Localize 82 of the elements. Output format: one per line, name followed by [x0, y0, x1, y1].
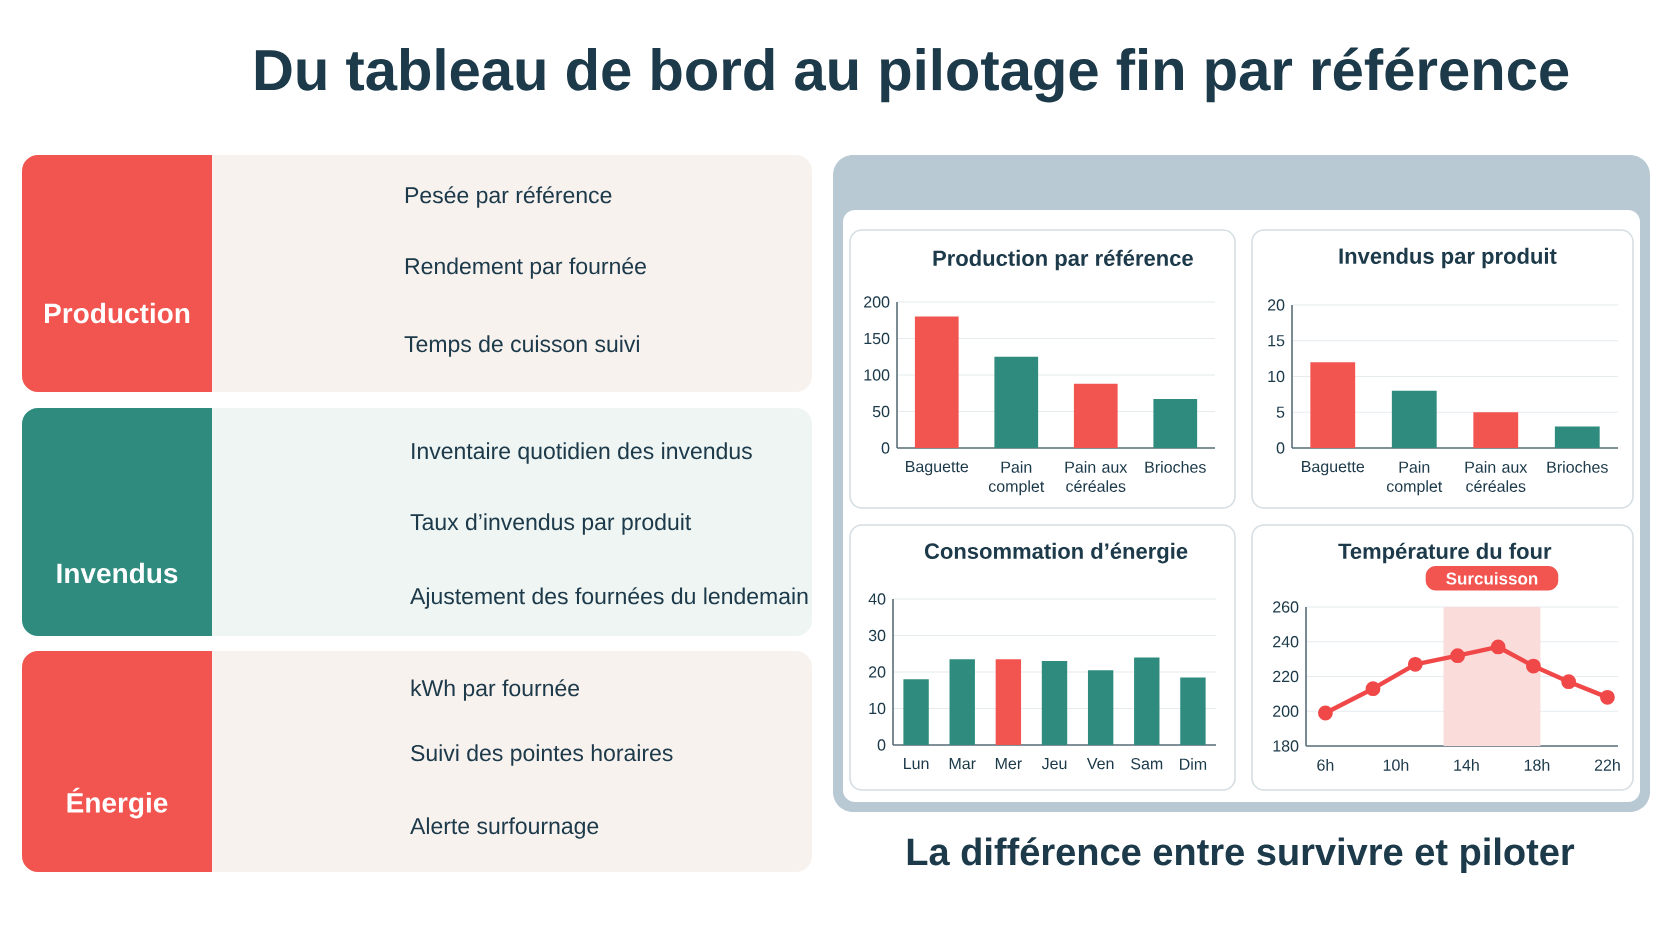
- x-tick-label: 18h: [1524, 759, 1550, 771]
- text: Énergie: [67, 787, 168, 819]
- point: [1600, 689, 1615, 705]
- x-tick-label: Ven: [1086, 758, 1114, 770]
- bar: [903, 679, 929, 746]
- text: Du tableau de bord au pilotage fin par référence: [255, 47, 1569, 103]
- y-tick-label: 0: [1276, 442, 1285, 454]
- bar: [1134, 657, 1160, 746]
- chart-title: Consommation d’énergie: [924, 542, 1188, 564]
- point: [1407, 656, 1423, 672]
- text: Rendement par fournée: [405, 257, 646, 279]
- y-tick-label: 10: [869, 702, 886, 715]
- x-tick-label: Pain complet: [988, 461, 1045, 496]
- bar: [1073, 383, 1118, 449]
- bar: [949, 659, 975, 746]
- chart-title: Production par référence: [933, 249, 1193, 271]
- point: [1318, 705, 1333, 721]
- y-tick-label: 15: [1268, 335, 1285, 347]
- x-tick-label: Baguette: [906, 461, 969, 476]
- y-tick-label: 100: [864, 369, 890, 381]
- point: [1365, 681, 1381, 697]
- bar: [1153, 399, 1198, 449]
- y-tick-label: 40: [868, 593, 886, 605]
- bar: [994, 356, 1039, 449]
- text: Taux d’invendus par produit: [410, 513, 692, 535]
- x-tick-label: 22h: [1594, 759, 1620, 771]
- bar: [995, 659, 1022, 746]
- bar: [914, 316, 959, 449]
- text: kWh par fournée: [411, 679, 580, 701]
- bar: [1180, 677, 1206, 746]
- bar: [1041, 661, 1068, 746]
- y-tick-label: 0: [881, 442, 890, 454]
- text: La différence entre survivre et piloter: [907, 837, 1575, 873]
- point: [1526, 658, 1541, 674]
- y-tick-label: 20: [868, 666, 886, 678]
- y-tick-label: 150: [864, 332, 890, 345]
- y-tick-label: 200: [864, 296, 890, 308]
- y-tick-label: 220: [1273, 670, 1299, 683]
- text: Production: [44, 302, 190, 324]
- bar: [1310, 362, 1356, 449]
- point: [1450, 648, 1465, 664]
- x-tick-label: Dim: [1180, 758, 1207, 770]
- band-label: Surcuisson: [1446, 572, 1538, 585]
- x-tick-label: Pain complet: [1386, 461, 1443, 496]
- y-tick-label: 30: [868, 629, 886, 642]
- text: Ajustement des fournées du lendemain: [410, 587, 808, 609]
- bar: [1087, 670, 1114, 746]
- x-tick-label: Brioches: [1145, 461, 1206, 473]
- bar: [1391, 390, 1437, 449]
- point: [1561, 674, 1577, 690]
- text: Invendus: [57, 562, 178, 584]
- x-tick-label: 14h: [1454, 759, 1479, 771]
- text: Temps de cuisson suivi: [404, 335, 639, 357]
- x-tick-label: 6h: [1317, 759, 1334, 771]
- x-tick-label: 10h: [1383, 759, 1409, 771]
- x-tick-label: Lun: [904, 758, 929, 770]
- x-tick-label: Baguette: [1302, 461, 1365, 476]
- y-tick-label: 50: [872, 405, 890, 418]
- text: Pesée par référence: [405, 186, 612, 208]
- x-tick-label: Jeu: [1041, 758, 1067, 770]
- y-tick-label: 10: [1268, 370, 1285, 383]
- point: [1490, 639, 1506, 655]
- x-tick-label: Mar: [949, 758, 976, 770]
- text: Suivi des pointes horaires: [411, 744, 673, 766]
- text: Alerte surfournage: [410, 817, 599, 839]
- y-tick-label: 200: [1273, 705, 1299, 717]
- y-tick-label: 180: [1273, 740, 1299, 752]
- bar: [1473, 412, 1519, 449]
- x-tick-label: Pain aux céréales: [1065, 461, 1128, 492]
- x-tick-label: Mer: [995, 758, 1022, 770]
- x-tick-label: Brioches: [1547, 461, 1608, 473]
- chart-title: Invendus par produit: [1339, 247, 1557, 269]
- text: Inventaire quotidien des invendus: [412, 442, 752, 464]
- x-tick-label: Pain aux céréales: [1465, 461, 1528, 492]
- y-tick-label: 20: [1267, 299, 1285, 311]
- y-tick-label: 260: [1273, 601, 1299, 613]
- y-tick-label: 0: [877, 739, 886, 751]
- y-tick-label: 5: [1276, 406, 1285, 418]
- y-tick-label: 240: [1273, 636, 1299, 648]
- chart-title: Température du four: [1338, 542, 1552, 564]
- bar: [1554, 426, 1600, 449]
- x-tick-label: Sam: [1131, 758, 1163, 770]
